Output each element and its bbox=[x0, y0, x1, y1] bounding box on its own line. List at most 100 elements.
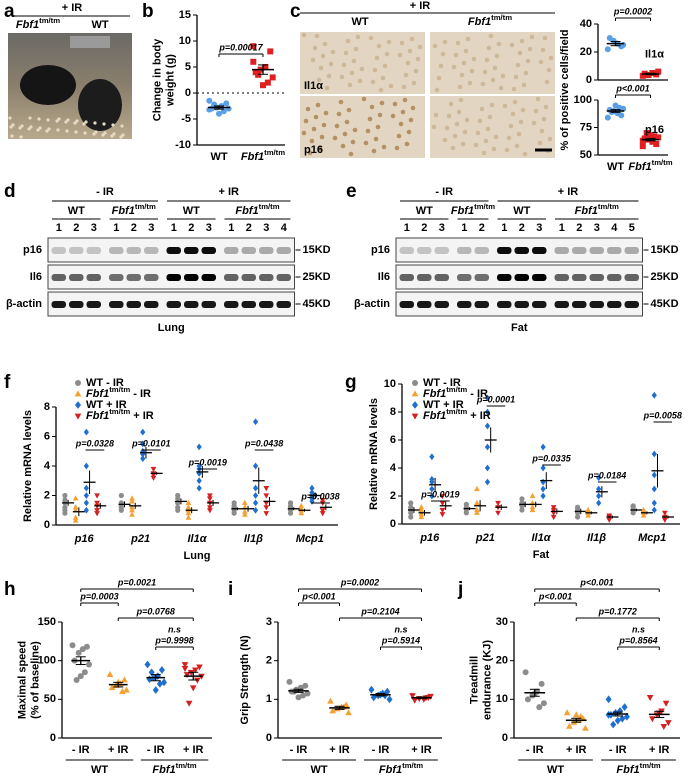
y-tick-label: 1 bbox=[266, 693, 272, 705]
nucleus bbox=[349, 70, 355, 76]
x-axis-label: Lung bbox=[184, 550, 211, 562]
data-point bbox=[72, 495, 79, 501]
data-point bbox=[304, 690, 311, 697]
band bbox=[607, 274, 622, 281]
y-tick-label: 10 bbox=[179, 35, 191, 47]
data-point bbox=[651, 506, 657, 514]
annotation: p=0.0002 bbox=[340, 577, 379, 587]
blot-genotype: Fbf1tm/tm bbox=[112, 202, 156, 217]
panel-label: h bbox=[4, 579, 16, 600]
nucleus bbox=[547, 136, 553, 142]
annotation: p=0.0019 bbox=[420, 489, 459, 499]
data-point bbox=[175, 504, 181, 510]
bedding bbox=[20, 124, 24, 128]
band bbox=[241, 274, 256, 281]
lane-number: 1 bbox=[559, 222, 565, 234]
nucleus bbox=[453, 52, 459, 58]
data-point bbox=[187, 669, 195, 676]
bedding bbox=[18, 126, 22, 130]
nucleus bbox=[544, 79, 550, 85]
band bbox=[166, 301, 181, 308]
x-tick-label: - IR bbox=[372, 744, 390, 756]
annotation: p=0.5914 bbox=[381, 635, 420, 645]
nucleus bbox=[334, 123, 340, 129]
blot-genotype-part: Fbf1 bbox=[451, 205, 474, 217]
data-point bbox=[183, 672, 191, 679]
nucleus bbox=[459, 72, 465, 78]
band bbox=[86, 274, 101, 281]
nucleus bbox=[467, 80, 473, 86]
x-tick-label: Il1α bbox=[187, 533, 207, 545]
annotation: p=0.0003 bbox=[79, 591, 118, 601]
x-tick-label: WT bbox=[607, 161, 624, 173]
band bbox=[417, 301, 432, 308]
nucleus bbox=[519, 38, 525, 44]
nucleus bbox=[480, 81, 486, 87]
band bbox=[624, 274, 639, 281]
band bbox=[572, 301, 587, 308]
annotation: p=0.0328 bbox=[75, 438, 114, 448]
data-point bbox=[540, 464, 546, 472]
nucleus bbox=[471, 56, 477, 62]
data-point bbox=[596, 485, 602, 493]
nucleus bbox=[370, 79, 376, 85]
band bbox=[434, 274, 449, 281]
data-point bbox=[62, 492, 68, 499]
nucleus bbox=[405, 60, 411, 66]
blot-condition: - IR bbox=[96, 186, 114, 198]
genotype-label: WT bbox=[547, 764, 564, 776]
genotype-label: Fbf1tm/tm bbox=[152, 761, 196, 776]
y-axis-label: endurance (KJ) bbox=[481, 640, 493, 720]
x-tick-label: Fbf1tm/tm bbox=[628, 158, 672, 173]
data-point bbox=[463, 510, 469, 516]
y-tick-label: 2 bbox=[44, 489, 50, 501]
data-point bbox=[574, 514, 581, 520]
band bbox=[434, 301, 449, 308]
y-tick-label: 0 bbox=[390, 518, 396, 530]
data-point bbox=[295, 694, 302, 701]
nucleus bbox=[520, 107, 526, 113]
y-tick-label: 50 bbox=[580, 149, 592, 161]
data-point bbox=[651, 133, 658, 140]
nucleus bbox=[400, 109, 406, 115]
data-point bbox=[566, 722, 573, 729]
band bbox=[126, 247, 141, 254]
nucleus bbox=[450, 145, 456, 151]
data-point bbox=[185, 514, 192, 520]
size-marker: 45KD bbox=[651, 298, 679, 310]
y-axis-label: (% of baseline) bbox=[29, 641, 41, 719]
y-tick-label: 8 bbox=[390, 406, 396, 418]
blot-genotype-part: tm/tm bbox=[474, 202, 495, 211]
nucleus bbox=[338, 99, 344, 105]
y-tick-label: 20 bbox=[496, 655, 508, 667]
data-point bbox=[408, 510, 414, 516]
lane-number: 2 bbox=[73, 222, 79, 234]
band bbox=[241, 301, 256, 308]
band bbox=[589, 247, 604, 254]
nucleus bbox=[330, 49, 336, 55]
bedding bbox=[19, 135, 23, 139]
data-point bbox=[484, 422, 491, 430]
band bbox=[434, 247, 449, 254]
band bbox=[417, 247, 432, 254]
nucleus bbox=[381, 144, 387, 150]
y-tick-label: 50 bbox=[44, 693, 56, 705]
annotation: p=0.1772 bbox=[598, 606, 637, 616]
band bbox=[224, 247, 239, 254]
y-tick-label: 8 bbox=[44, 401, 50, 413]
mouse bbox=[78, 79, 122, 131]
band bbox=[399, 247, 414, 254]
data-point bbox=[83, 506, 89, 514]
y-tick-label: 6 bbox=[44, 430, 50, 442]
bedding bbox=[84, 120, 88, 124]
micrograph bbox=[430, 32, 555, 94]
data-point bbox=[495, 510, 501, 516]
data-point bbox=[661, 510, 668, 516]
data-point bbox=[264, 79, 271, 86]
bedding bbox=[121, 133, 125, 137]
blot-genotype-part: tm/tm bbox=[598, 202, 619, 211]
data-point bbox=[129, 498, 135, 504]
nucleus bbox=[367, 116, 373, 122]
nucleus bbox=[309, 138, 315, 144]
bedding bbox=[56, 128, 60, 132]
